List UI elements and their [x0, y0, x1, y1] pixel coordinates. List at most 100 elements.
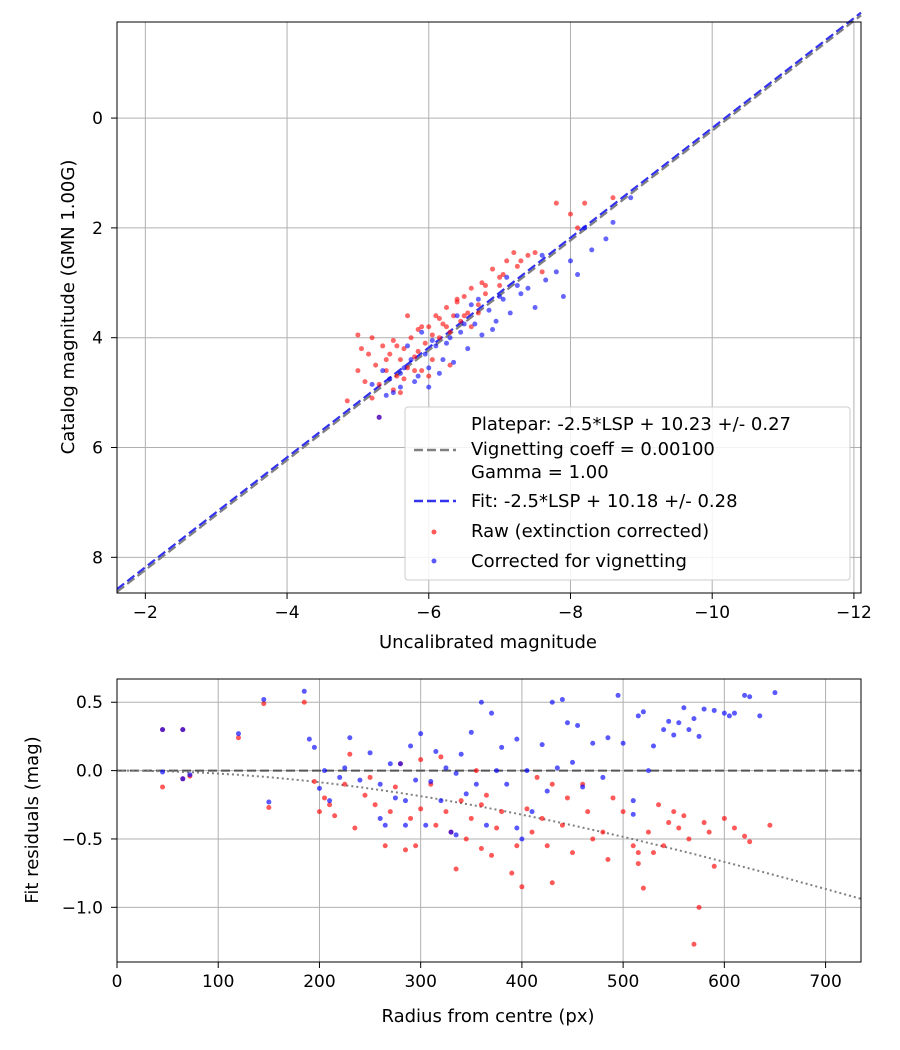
corrected-residual-point: [443, 765, 449, 771]
raw-point: [539, 269, 545, 275]
raw-residual-point: [494, 825, 500, 831]
bottom-y-tick-label: −1.0: [62, 898, 103, 918]
raw-residual-point: [261, 701, 267, 707]
raw-point: [390, 337, 396, 343]
corrected-point: [380, 368, 386, 374]
bottom-y-tick-label: 0.0: [76, 762, 103, 782]
raw-point: [575, 225, 581, 231]
corrected-residual-point: [187, 772, 193, 778]
corrected-point: [468, 302, 474, 308]
legend-vignetting-label: Vignetting coeff = 0.00100: [471, 439, 715, 460]
raw-residual-point: [600, 829, 606, 835]
corrected-residual-point: [301, 688, 307, 694]
raw-point: [490, 266, 496, 272]
top-x-tick-label: −12: [836, 603, 872, 623]
raw-point: [447, 362, 453, 368]
raw-residual-point: [478, 802, 484, 808]
corrected-point: [390, 390, 396, 396]
raw-residual-point: [468, 815, 474, 821]
raw-residual-point: [681, 813, 687, 819]
raw-residual-point: [610, 795, 616, 801]
raw-residual-point: [483, 792, 489, 798]
corrected-residual-point: [235, 731, 241, 737]
raw-point: [525, 252, 531, 258]
raw-residual-point: [342, 781, 348, 787]
raw-point: [397, 390, 403, 396]
raw-residual-point: [463, 836, 469, 842]
corrected-residual-point: [529, 809, 535, 815]
raw-residual-point: [650, 850, 656, 856]
raw-point: [514, 263, 520, 269]
raw-residual-point: [235, 735, 241, 741]
raw-point: [458, 318, 464, 324]
raw-residual-point: [585, 809, 591, 815]
raw-residual-point: [706, 829, 712, 835]
raw-point: [475, 302, 481, 308]
top-x-tick-label: −2: [133, 603, 158, 623]
top-y-tick-label: 8: [92, 548, 103, 568]
raw-point: [380, 343, 386, 349]
corrected-point: [458, 329, 464, 335]
corrected-residual-point: [554, 765, 560, 771]
raw-residual-point: [499, 809, 505, 815]
corrected-residual-point: [433, 748, 439, 754]
corrected-point: [582, 225, 588, 231]
corrected-point: [429, 337, 435, 343]
corrected-point: [518, 291, 524, 297]
raw-point: [482, 291, 488, 297]
corrected-residual-point: [413, 777, 419, 783]
corrected-point: [447, 335, 453, 341]
raw-point: [405, 313, 411, 319]
raw-residual-point: [327, 802, 333, 808]
raw-residual-point: [473, 768, 479, 774]
corrected-residual-point: [473, 781, 479, 787]
corrected-residual-point: [402, 822, 408, 828]
corrected-residual-point: [747, 694, 753, 700]
corrected-residual-point: [564, 720, 570, 726]
raw-point: [426, 373, 432, 379]
raw-point: [465, 310, 471, 316]
raw-point: [468, 285, 474, 291]
raw-residual-point: [686, 836, 692, 842]
corrected-residual-point: [463, 791, 469, 797]
raw-residual-point: [635, 861, 641, 867]
raw-point: [401, 346, 407, 352]
raw-point: [429, 332, 435, 338]
raw-point: [415, 348, 421, 354]
corrected-residual-point: [357, 777, 363, 783]
corrected-point: [567, 258, 573, 264]
corrected-residual-point: [701, 706, 707, 712]
corrected-residual-point: [580, 784, 586, 790]
raw-residual-point: [458, 798, 464, 804]
corrected-residual-point: [645, 768, 651, 774]
raw-residual-point: [630, 843, 636, 849]
raw-point: [504, 258, 510, 264]
legend-gamma-label: Gamma = 1.00: [471, 462, 609, 483]
raw-residual-point: [408, 815, 414, 821]
raw-point: [369, 335, 375, 341]
corrected-residual-point: [468, 729, 474, 735]
raw-residual-point: [438, 754, 444, 760]
raw-residual-point: [747, 839, 753, 845]
bottom-x-tick-label: 700: [809, 972, 841, 992]
raw-residual-point: [666, 820, 672, 826]
corrected-residual-point: [549, 699, 555, 705]
raw-point: [436, 315, 442, 321]
corrected-point: [575, 272, 581, 278]
corrected-residual-point: [630, 811, 636, 817]
raw-residual-point: [372, 802, 378, 808]
raw-residual-point: [311, 779, 317, 785]
raw-point: [454, 296, 460, 302]
raw-residual-point: [539, 815, 545, 821]
raw-point: [451, 313, 457, 319]
corrected-residual-point: [423, 822, 429, 828]
raw-point: [426, 324, 432, 330]
raw-residual-point: [301, 699, 307, 705]
raw-point: [383, 357, 389, 363]
raw-residual-point: [549, 781, 555, 787]
corrected-residual-point: [306, 736, 312, 742]
corrected-residual-point: [327, 798, 333, 804]
raw-residual-point: [402, 847, 408, 853]
corrected-point: [479, 332, 485, 338]
